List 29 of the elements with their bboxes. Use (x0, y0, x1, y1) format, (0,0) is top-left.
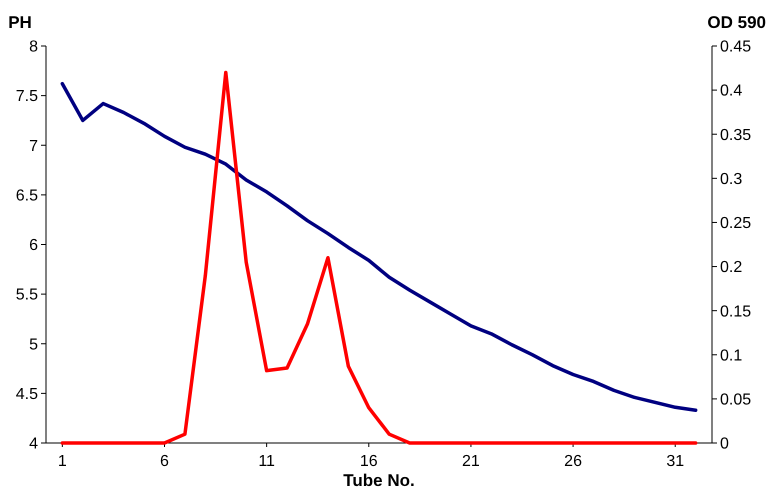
y-axis-title: PH (8, 13, 32, 32)
y-tick-label: 4.5 (16, 386, 38, 403)
y-tick-label: 5 (29, 336, 38, 354)
y2-tick-label: 0.1 (720, 347, 742, 364)
y2-tick-label: 0.35 (720, 126, 752, 144)
y2-tick-label: 0.25 (720, 215, 752, 232)
y2-tick-label: 0.4 (720, 82, 742, 100)
y-tick-label: 8 (29, 38, 38, 56)
y2-tick-label: 0.45 (720, 38, 752, 56)
x-tick-label: 16 (360, 453, 378, 470)
y-tick-label: 4 (29, 436, 38, 453)
y-tick-label: 6.5 (16, 187, 38, 204)
y-tick-label: 7 (29, 138, 38, 155)
y-tick-label: 6 (29, 237, 38, 254)
y2-axis-title: OD 590 (707, 13, 766, 32)
y2-tick-label: 0.3 (720, 170, 742, 188)
y-tick-label: 5.5 (16, 286, 38, 304)
y-tick-label: 7.5 (16, 88, 38, 106)
x-tick-label: 21 (462, 453, 480, 470)
x-axis-title: Tube No. (343, 471, 415, 490)
y2-tick-label: 0.15 (720, 303, 752, 320)
x-tick-label: 31 (666, 453, 684, 470)
y2-tick-label: 0 (720, 436, 729, 453)
x-tick-label: 1 (58, 453, 67, 470)
x-tick-label: 6 (160, 453, 170, 470)
x-tick-label: 11 (258, 453, 276, 470)
x-tick-label: 26 (564, 453, 582, 470)
y2-tick-label: 0.2 (720, 259, 742, 276)
y2-tick-label: 0.05 (720, 391, 752, 408)
